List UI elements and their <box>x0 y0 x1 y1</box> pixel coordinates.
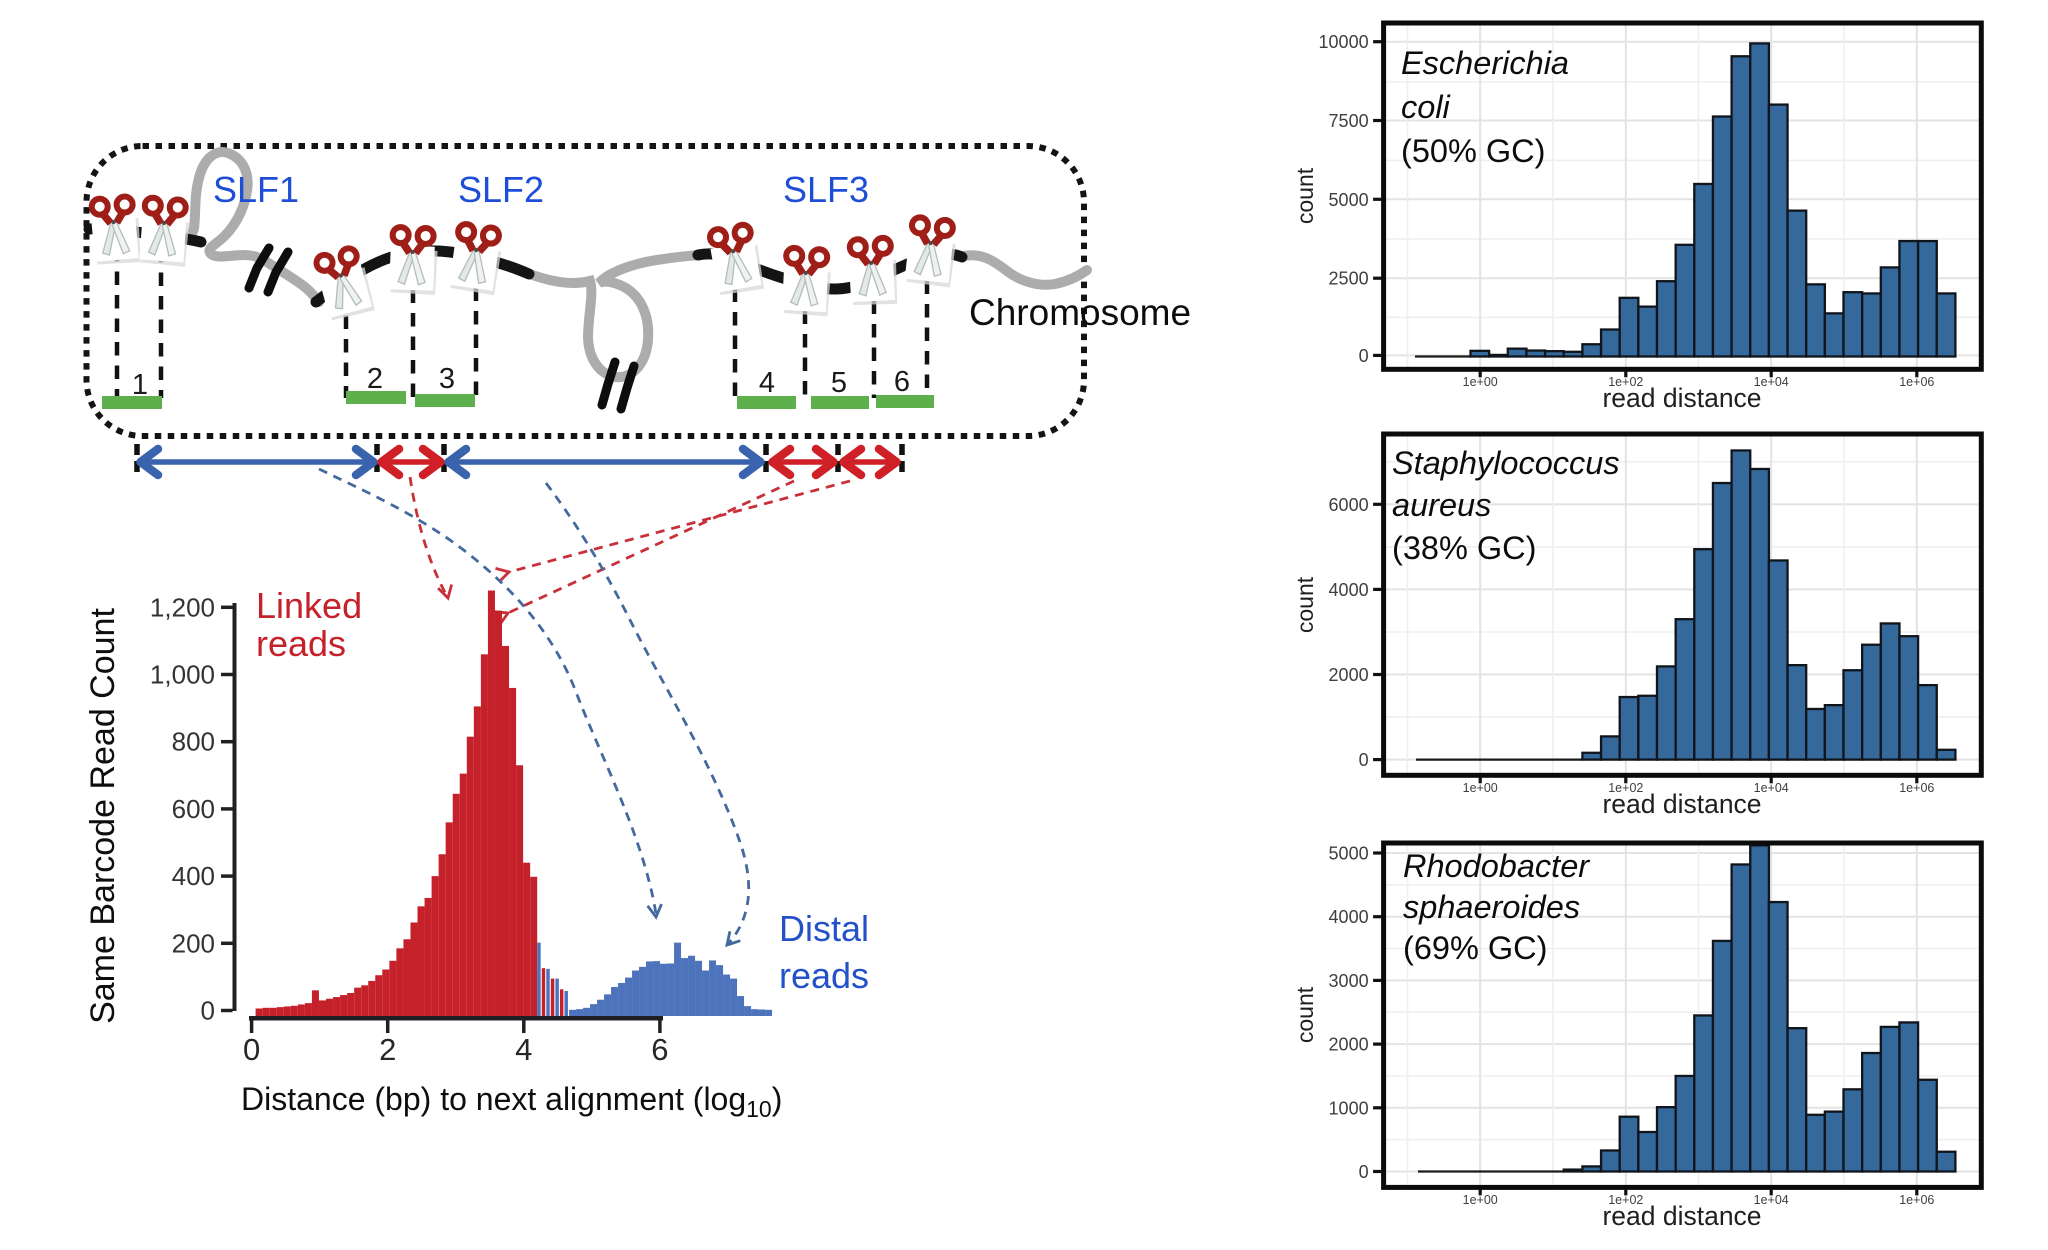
svg-text:Linked: Linked <box>256 585 362 626</box>
svg-text:sphaeroides: sphaeroides <box>1403 889 1580 925</box>
svg-text:2500: 2500 <box>1329 269 1369 289</box>
svg-text:1,200: 1,200 <box>150 592 215 622</box>
svg-text:coli: coli <box>1401 89 1451 125</box>
svg-text:Escherichia: Escherichia <box>1401 45 1569 81</box>
svg-text:4: 4 <box>515 1032 532 1067</box>
svg-text:0: 0 <box>243 1032 260 1067</box>
svg-text:Distal: Distal <box>779 908 869 949</box>
svg-text:7500: 7500 <box>1329 111 1369 131</box>
svg-text:1e+04: 1e+04 <box>1754 781 1789 795</box>
svg-text:read distance: read distance <box>1602 383 1761 413</box>
svg-text:4000: 4000 <box>1329 580 1369 600</box>
svg-text:(69% GC): (69% GC) <box>1403 930 1547 966</box>
svg-text:1e+06: 1e+06 <box>1899 781 1934 795</box>
svg-text:1e+00: 1e+00 <box>1463 781 1498 795</box>
svg-text:600: 600 <box>172 794 215 824</box>
svg-text:(50% GC): (50% GC) <box>1401 133 1545 169</box>
svg-text:SLF2: SLF2 <box>458 169 544 210</box>
svg-text:1e+02: 1e+02 <box>1608 781 1643 795</box>
svg-text:0: 0 <box>1359 750 1369 770</box>
svg-text:1e+04: 1e+04 <box>1754 375 1789 389</box>
svg-text:6000: 6000 <box>1329 495 1369 515</box>
svg-text:read distance: read distance <box>1602 1201 1761 1231</box>
svg-text:1e+02: 1e+02 <box>1608 1193 1643 1207</box>
svg-text:10000: 10000 <box>1319 32 1369 52</box>
svg-text:400: 400 <box>172 861 215 891</box>
svg-text:1e+06: 1e+06 <box>1899 1193 1934 1207</box>
svg-text:reads: reads <box>779 955 869 996</box>
svg-text:0: 0 <box>201 996 215 1026</box>
svg-text:1e+00: 1e+00 <box>1463 1193 1498 1207</box>
svg-text:reads: reads <box>256 623 346 664</box>
svg-text:aureus: aureus <box>1392 487 1491 523</box>
svg-text:800: 800 <box>172 727 215 757</box>
svg-text:SLF1: SLF1 <box>213 169 299 210</box>
svg-text:(38% GC): (38% GC) <box>1392 530 1536 566</box>
svg-text:1e+06: 1e+06 <box>1899 375 1934 389</box>
svg-text:200: 200 <box>172 928 215 958</box>
svg-text:1e+04: 1e+04 <box>1754 1193 1789 1207</box>
svg-text:SLF3: SLF3 <box>783 169 869 210</box>
svg-text:3: 3 <box>439 363 455 395</box>
svg-text:0: 0 <box>1359 346 1369 366</box>
svg-text:6: 6 <box>651 1032 668 1067</box>
svg-text:3000: 3000 <box>1329 971 1369 991</box>
svg-text:2: 2 <box>379 1032 396 1067</box>
svg-text:6: 6 <box>894 366 910 398</box>
svg-text:Same Barcode Read Count: Same Barcode Read Count <box>84 608 122 1024</box>
svg-text:2: 2 <box>367 363 383 395</box>
svg-text:Rhodobacter: Rhodobacter <box>1403 848 1590 884</box>
svg-text:2000: 2000 <box>1329 1035 1369 1055</box>
svg-text:4: 4 <box>759 367 775 399</box>
svg-text:1,000: 1,000 <box>150 660 215 690</box>
svg-text:Staphylococcus: Staphylococcus <box>1392 445 1620 481</box>
svg-text:1e+02: 1e+02 <box>1608 375 1643 389</box>
svg-text:0: 0 <box>1359 1162 1369 1182</box>
svg-text:read distance: read distance <box>1602 789 1761 819</box>
svg-text:5000: 5000 <box>1329 190 1369 210</box>
svg-text:Chromosome: Chromosome <box>969 292 1191 333</box>
svg-text:count: count <box>1292 986 1318 1043</box>
svg-text:count: count <box>1292 167 1318 224</box>
svg-text:Distance (bp) to next alignmen: Distance (bp) to next alignment (log10) <box>241 1081 782 1122</box>
svg-text:5000: 5000 <box>1329 844 1369 864</box>
svg-text:count: count <box>1292 576 1318 633</box>
svg-text:1: 1 <box>132 369 148 401</box>
svg-text:1e+00: 1e+00 <box>1463 375 1498 389</box>
svg-text:1000: 1000 <box>1329 1098 1369 1118</box>
svg-text:4000: 4000 <box>1329 907 1369 927</box>
svg-text:5: 5 <box>831 367 847 399</box>
svg-text:2000: 2000 <box>1329 665 1369 685</box>
